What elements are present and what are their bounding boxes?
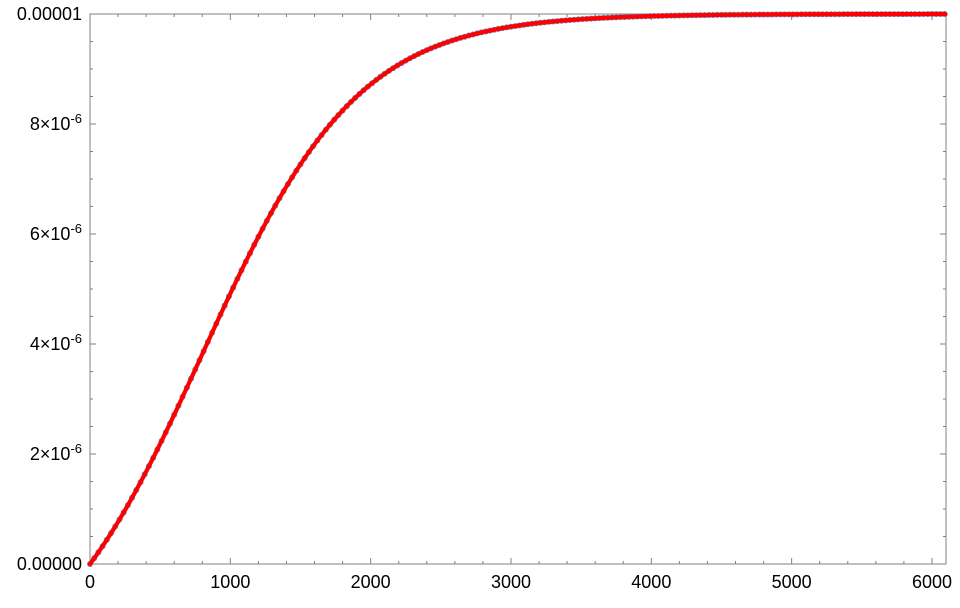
line-chart: 0 1000 2000 3000 4000 5000 6000 0.00000 2×10-6 4×… xyxy=(0,0,960,608)
x-tick-label: 3000 xyxy=(491,572,531,592)
x-tick-label: 6000 xyxy=(912,572,952,592)
x-tick-label: 5000 xyxy=(772,572,812,592)
x-tick-label: 2000 xyxy=(351,572,391,592)
chart-svg: 0 1000 2000 3000 4000 5000 6000 0.00000 2×10-6 4×… xyxy=(0,0,960,608)
fit-line xyxy=(90,14,945,564)
y-tick-label: 2×10-6 xyxy=(30,441,82,465)
plot-frame xyxy=(90,14,946,564)
y-tick-label: 6×10-6 xyxy=(30,221,82,245)
y-tick-label: 8×10-6 xyxy=(30,111,82,135)
x-tick-label: 0 xyxy=(85,572,95,592)
x-tick-label: 1000 xyxy=(210,572,250,592)
x-tick-label: 4000 xyxy=(631,572,671,592)
y-tick-label: 4×10-6 xyxy=(30,331,82,355)
scatter-series xyxy=(87,11,948,567)
y-tick-label: 0.00001 xyxy=(17,4,82,24)
y-tick-label: 0.00000 xyxy=(17,554,82,574)
